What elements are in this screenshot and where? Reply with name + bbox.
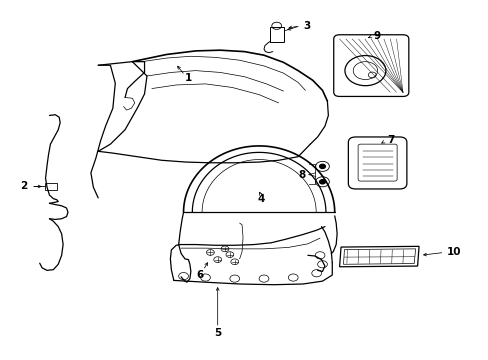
Text: 9: 9 xyxy=(373,31,380,41)
Circle shape xyxy=(319,180,325,184)
Circle shape xyxy=(319,164,325,168)
Text: 5: 5 xyxy=(214,328,221,338)
Text: 6: 6 xyxy=(196,270,203,280)
Text: 1: 1 xyxy=(184,73,192,83)
Text: 3: 3 xyxy=(303,21,310,31)
Text: 7: 7 xyxy=(386,135,394,145)
Text: 8: 8 xyxy=(298,170,305,180)
Text: 2: 2 xyxy=(20,181,28,192)
Text: 4: 4 xyxy=(257,194,264,204)
Text: 10: 10 xyxy=(446,247,461,257)
